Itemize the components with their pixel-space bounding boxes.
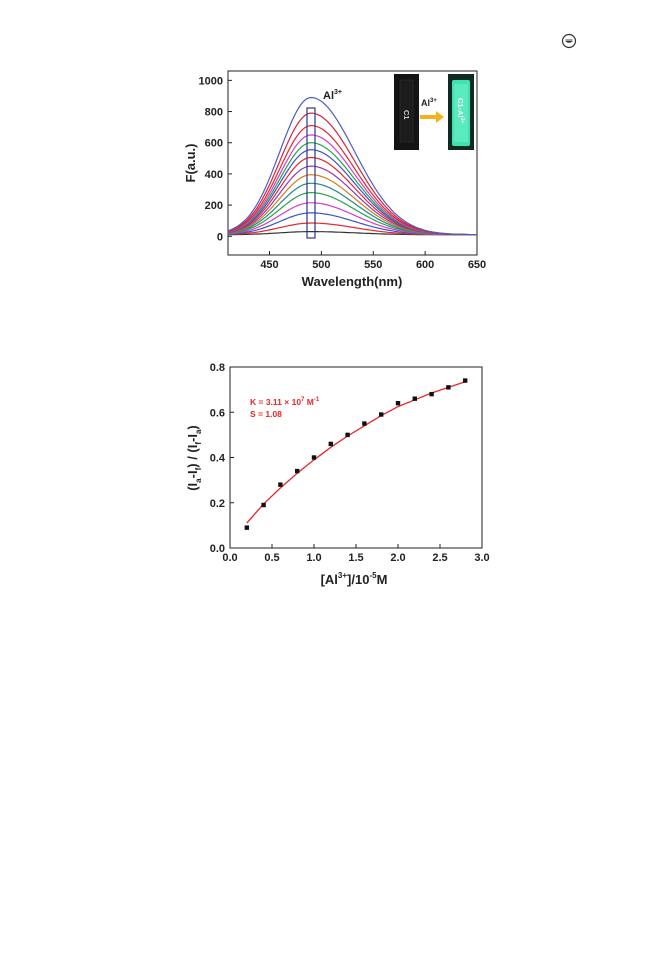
spectra-x-tick-label: 600: [416, 259, 434, 271]
spectrum-curve: [227, 174, 477, 236]
spectra-y-tick-label: 1000: [199, 75, 223, 87]
spectra-x-tick-label: 650: [468, 259, 486, 271]
peak-marker-box: [306, 107, 316, 239]
arrow-label: Al3+: [421, 98, 437, 108]
left-vial-label: C1: [402, 110, 411, 120]
right-vial-label: C1-Al3+: [456, 98, 465, 123]
circle-emblem-icon: [561, 33, 577, 49]
spectra-curves: [227, 96, 478, 236]
spectra-plot-area: [227, 70, 478, 256]
yellow-arrow-icon: [420, 111, 444, 123]
spectra-x-tick-label: 550: [364, 259, 382, 271]
spectra-y-tick-label: 800: [205, 107, 223, 119]
spectra-y-tick-label: 200: [205, 200, 223, 212]
spectra-ticks: 450 500 550 600 650 0 200 400 600 800 1000: [199, 75, 487, 271]
spectrum-curve: [227, 96, 477, 236]
spectra-y-tick-label: 400: [205, 169, 223, 181]
spectra-y-axis-title: F(a.u.): [183, 144, 198, 183]
spectra-x-axis-title: Wavelength(nm): [302, 274, 403, 289]
spectra-x-tick-label: 450: [260, 259, 278, 271]
ion-label: Al3+: [323, 89, 342, 102]
spectra-x-tick-label: 500: [312, 259, 330, 271]
vial-inset: C1 Al3+ C1-Al3+: [394, 74, 474, 150]
spectra-y-tick-label: 0: [217, 231, 223, 243]
spectrum-curve: [227, 112, 477, 236]
spectra-y-tick-label: 600: [205, 138, 223, 150]
